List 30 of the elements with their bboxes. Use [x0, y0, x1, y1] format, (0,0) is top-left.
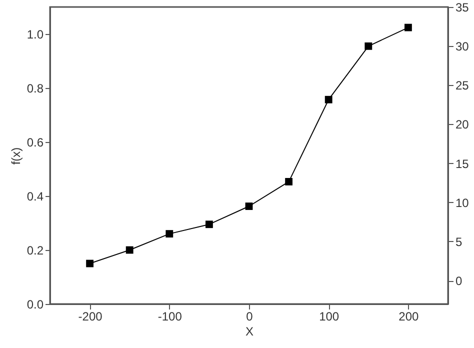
y-tick-label: 0.6: [26, 136, 44, 150]
y2-tick-label: 0: [456, 274, 462, 288]
y-tick-label: 0.2: [26, 244, 44, 258]
point: [205, 220, 213, 228]
point: [166, 230, 174, 238]
y2-tick-label: 5: [456, 234, 462, 249]
y2-tick-label: 20: [456, 118, 470, 132]
x-tick-label: -100: [158, 310, 182, 324]
y-tick-label: 0.0: [26, 298, 44, 312]
y-tick-label: 1.0: [26, 28, 44, 42]
y2-tick-label: 25: [456, 78, 470, 93]
y-tick-label: 0.8: [26, 82, 44, 96]
y-axis-title: f(x): [8, 147, 23, 165]
x-tick-label: 200: [398, 310, 420, 324]
y2-tick-label: 35: [456, 0, 470, 14]
point: [404, 24, 412, 32]
y2-tick-label: 15: [456, 156, 470, 171]
x-tick-label: 100: [319, 310, 340, 324]
point: [86, 260, 94, 268]
point: [126, 246, 134, 254]
point: [364, 42, 372, 50]
y2-tick-label: 30: [456, 40, 470, 54]
x-tick-label: -200: [78, 310, 103, 324]
y2-tick-label: 10: [456, 196, 470, 210]
point: [285, 178, 293, 186]
x-axis-title: X: [245, 324, 254, 338]
point: [324, 96, 332, 104]
point: [245, 202, 253, 210]
y-tick-label: 0.4: [26, 190, 44, 204]
x-tick-label: 0: [246, 310, 254, 324]
